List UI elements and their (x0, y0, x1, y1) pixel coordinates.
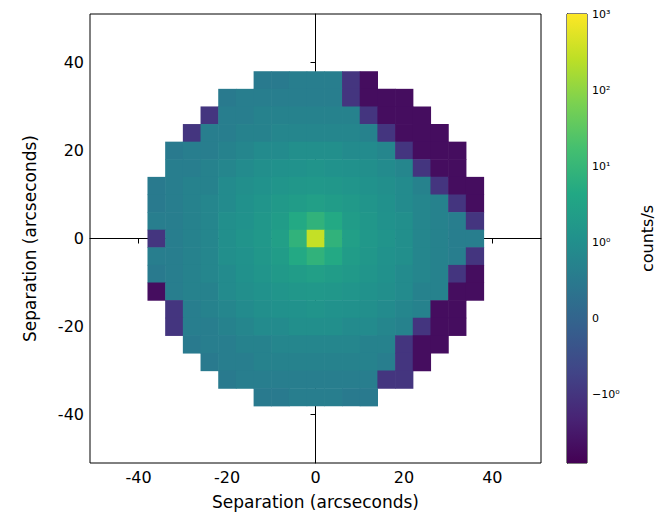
svg-text:-20: -20 (58, 317, 84, 336)
svg-text:40: 40 (64, 53, 84, 72)
svg-text:0: 0 (74, 229, 84, 248)
svg-text:−10⁰: −10⁰ (592, 388, 620, 401)
svg-text:10³: 10³ (592, 8, 610, 21)
svg-text:20: 20 (394, 468, 414, 487)
svg-text:20: 20 (64, 141, 84, 160)
svg-text:-40: -40 (58, 405, 84, 424)
svg-text:-40: -40 (126, 468, 152, 487)
svg-text:Separation (arcseconds): Separation (arcseconds) (20, 135, 40, 342)
svg-text:0: 0 (310, 468, 320, 487)
svg-text:10¹: 10¹ (592, 160, 610, 173)
svg-text:10²: 10² (592, 84, 610, 97)
svg-text:0: 0 (592, 312, 599, 325)
svg-text:counts/s: counts/s (638, 205, 657, 272)
svg-text:40: 40 (482, 468, 502, 487)
svg-text:Separation (arcseconds): Separation (arcseconds) (212, 492, 419, 512)
svg-text:10⁰: 10⁰ (592, 236, 611, 249)
svg-text:-20: -20 (214, 468, 240, 487)
